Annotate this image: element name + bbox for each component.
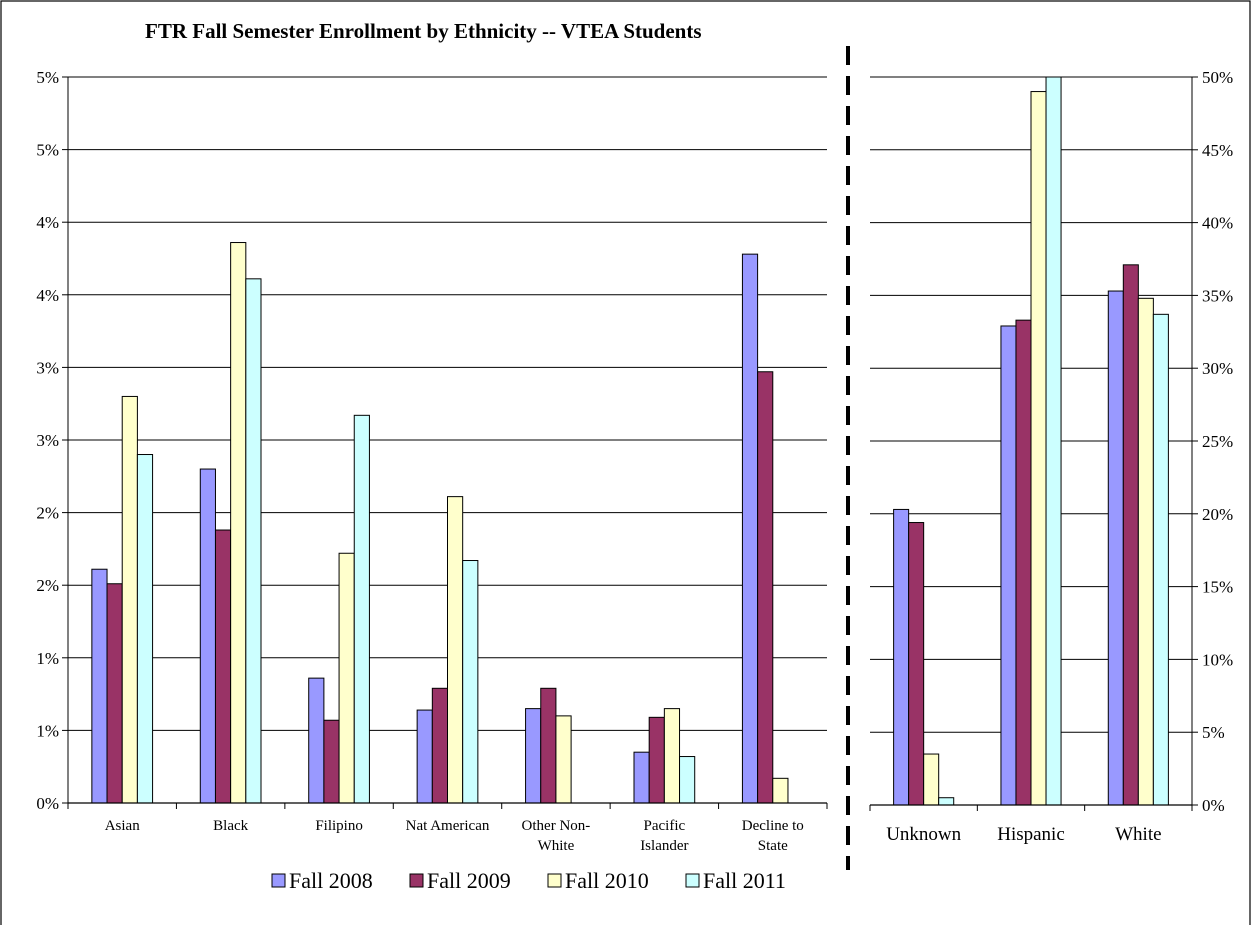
y-tick-label: 2% <box>36 576 59 595</box>
bar-fall-2009 <box>214 529 232 804</box>
y-tick-label: 40% <box>1202 214 1233 233</box>
y-tick-label: 5% <box>36 68 59 87</box>
bar-fall-2008 <box>525 708 542 804</box>
x-category-label: Decline to <box>742 818 804 834</box>
x-category-label: White <box>1115 824 1161 845</box>
x-category-label: White <box>538 838 575 854</box>
x-category-label: Nat American <box>406 818 490 834</box>
bar-fall-2010 <box>663 708 681 804</box>
legend-label: Fall 2009 <box>427 868 511 893</box>
y-tick-label: 3% <box>36 431 59 450</box>
bar-fall-2009 <box>1122 264 1139 806</box>
bar-fall-2009 <box>540 687 557 804</box>
bar-fall-2010 <box>1030 91 1047 806</box>
x-category-label: Other Non- <box>522 818 591 834</box>
legend-label: Fall 2011 <box>703 868 786 893</box>
y-tick-label: 10% <box>1202 650 1233 669</box>
y-tick-label: 45% <box>1202 141 1233 160</box>
y-tick-label: 0% <box>1202 796 1225 815</box>
x-category-label: Asian <box>105 818 140 834</box>
bar-fall-2011 <box>245 278 262 804</box>
bar-fall-2009 <box>908 522 925 806</box>
x-category-label: Filipino <box>315 818 363 834</box>
legend-label: Fall 2010 <box>565 868 649 893</box>
x-category-label: Black <box>213 818 248 834</box>
bar-fall-2010 <box>923 753 940 806</box>
y-tick-label: 5% <box>1202 723 1225 742</box>
y-tick-label: 5% <box>36 141 59 160</box>
y-tick-label: 4% <box>36 213 59 232</box>
right-panel: 0% 5% 10% 15% 20% 25% 30% 35% 40% 45% 50% Unknown Hi… <box>869 68 1233 845</box>
bar-fall-2008 <box>1107 290 1124 806</box>
bar-fall-2009 <box>323 719 340 804</box>
x-category-label: Hispanic <box>997 824 1065 845</box>
y-tick-label: 1% <box>36 649 59 668</box>
y-tick-label: 20% <box>1202 505 1233 524</box>
y-tick-label: 0% <box>36 794 59 813</box>
bar-fall-2008 <box>416 709 433 804</box>
bar-fall-2010 <box>230 242 247 804</box>
bar-fall-2010 <box>121 395 138 804</box>
bar-fall-2010 <box>447 496 464 804</box>
legend: Fall 2008 Fall 2009 Fall 2010 Fall 2011 <box>271 868 786 893</box>
bar-fall-2011 <box>462 560 479 804</box>
legend-swatch <box>547 873 562 888</box>
bar-fall-2008 <box>308 677 325 804</box>
legend-swatch <box>271 873 286 888</box>
bar-fall-2010 <box>555 715 572 804</box>
bar-fall-2009 <box>757 371 774 804</box>
bar-fall-2008 <box>91 568 108 804</box>
bar-fall-2008 <box>633 751 650 804</box>
x-category-label: Unknown <box>886 824 961 845</box>
bar-fall-2011 <box>1152 313 1169 806</box>
bar-fall-2010 <box>338 552 355 804</box>
bar-fall-2008 <box>199 468 216 804</box>
bar-fall-2011 <box>353 414 370 804</box>
x-category-label: Islander <box>640 838 688 854</box>
x-category-label: State <box>758 838 788 854</box>
bar-fall-2011 <box>136 454 154 804</box>
y-tick-label: 2% <box>36 504 59 523</box>
bar-fall-2008 <box>741 253 759 804</box>
bar-fall-2009 <box>431 687 449 804</box>
legend-swatch <box>685 873 700 888</box>
left-panel: 0% 1% 1% 2% 2% 3% 3% 4% 4% 5% 5% Asian Black Filipino… <box>36 68 828 854</box>
legend-swatch <box>409 873 424 888</box>
y-tick-label: 35% <box>1202 286 1233 305</box>
bar-fall-2011 <box>679 756 696 804</box>
y-tick-label: 50% <box>1202 68 1233 87</box>
bar-fall-2010 <box>1137 297 1154 806</box>
bar-fall-2009 <box>648 716 665 804</box>
bar-fall-2009 <box>1015 319 1032 806</box>
bar-fall-2008 <box>893 508 910 806</box>
y-tick-label: 30% <box>1202 359 1233 378</box>
x-category-label: Pacific <box>644 818 686 834</box>
bar-fall-2011 <box>938 797 955 806</box>
y-tick-label: 3% <box>36 358 59 377</box>
chart-title: FTR Fall Semester Enrollment by Ethnicit… <box>145 19 702 43</box>
y-tick-label: 1% <box>36 721 59 740</box>
y-tick-label: 4% <box>36 286 59 305</box>
legend-label: Fall 2008 <box>289 868 373 893</box>
y-tick-label: 25% <box>1202 432 1233 451</box>
y-tick-label: 15% <box>1202 578 1233 597</box>
bar-fall-2010 <box>772 777 789 804</box>
bar-fall-2008 <box>1000 325 1017 806</box>
bar-fall-2009 <box>106 583 123 804</box>
bar-fall-2011 <box>1045 76 1062 806</box>
